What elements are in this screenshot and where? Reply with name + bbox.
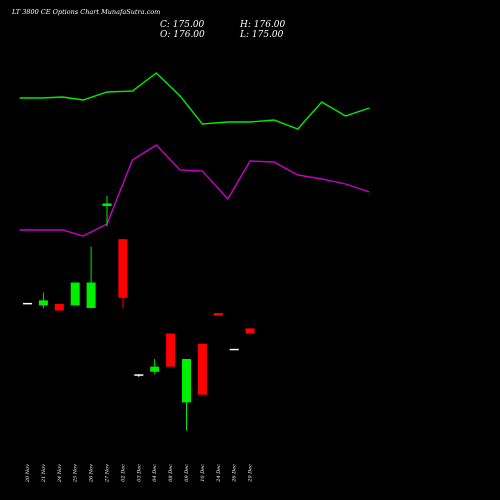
x-axis-label: 24 Nov: [57, 464, 63, 483]
candle-body: [213, 313, 223, 316]
high-label: H: 176.00: [239, 20, 286, 30]
candle-body: [245, 328, 255, 334]
open-label: O: 176.00: [160, 30, 205, 40]
candle-body: [38, 300, 48, 306]
candle-body: [102, 203, 112, 206]
x-axis-label: 10 Dec: [200, 464, 206, 482]
candle-body: [182, 359, 191, 403]
candle-body: [229, 348, 239, 351]
candle-body: [197, 343, 207, 395]
x-axis-label: 02 Dec: [120, 464, 126, 482]
x-axis-label: 26 Nov: [89, 464, 95, 483]
lower-indicator-line: [19, 144, 370, 237]
candle-body: [150, 366, 160, 372]
indicator-lines: [19, 72, 370, 237]
x-axis-label: 29 Dec: [248, 464, 254, 483]
candle-body: [166, 333, 176, 367]
close-label: C: 175.00: [160, 20, 205, 30]
x-axis-label: 04 Dec: [152, 464, 158, 482]
chart-title: LT 3800 CE Options Chart MunafaSutra.com: [11, 8, 160, 16]
candle-body: [23, 302, 32, 305]
x-axis-label: 27 Nov: [105, 464, 111, 483]
low-label: L: 175.00: [239, 30, 284, 40]
x-axis-label: 21 Nov: [41, 464, 47, 483]
candle-body: [70, 282, 80, 306]
x-axis-label: 20 Nov: [25, 464, 31, 483]
upper-indicator-line: [19, 72, 370, 130]
x-axis-label: 03 Dec: [136, 464, 142, 482]
candle-body: [134, 374, 144, 376]
candles: [23, 195, 255, 431]
candle-body: [54, 303, 64, 311]
candle-body: [118, 239, 128, 298]
x-axis-label: 26 Dec: [232, 464, 238, 483]
x-axis-label: 25 Nov: [73, 464, 79, 483]
candle-body: [86, 282, 96, 308]
x-axis-label: 08 Dec: [168, 464, 174, 482]
x-axis-label: 24 Dec: [216, 464, 222, 483]
x-axis-labels: 20 Nov 21 Nov 24 Nov 25 Nov 26 Nov 27 Nov 02 D…: [25, 464, 254, 483]
x-axis-label: 09 Dec: [184, 464, 190, 482]
